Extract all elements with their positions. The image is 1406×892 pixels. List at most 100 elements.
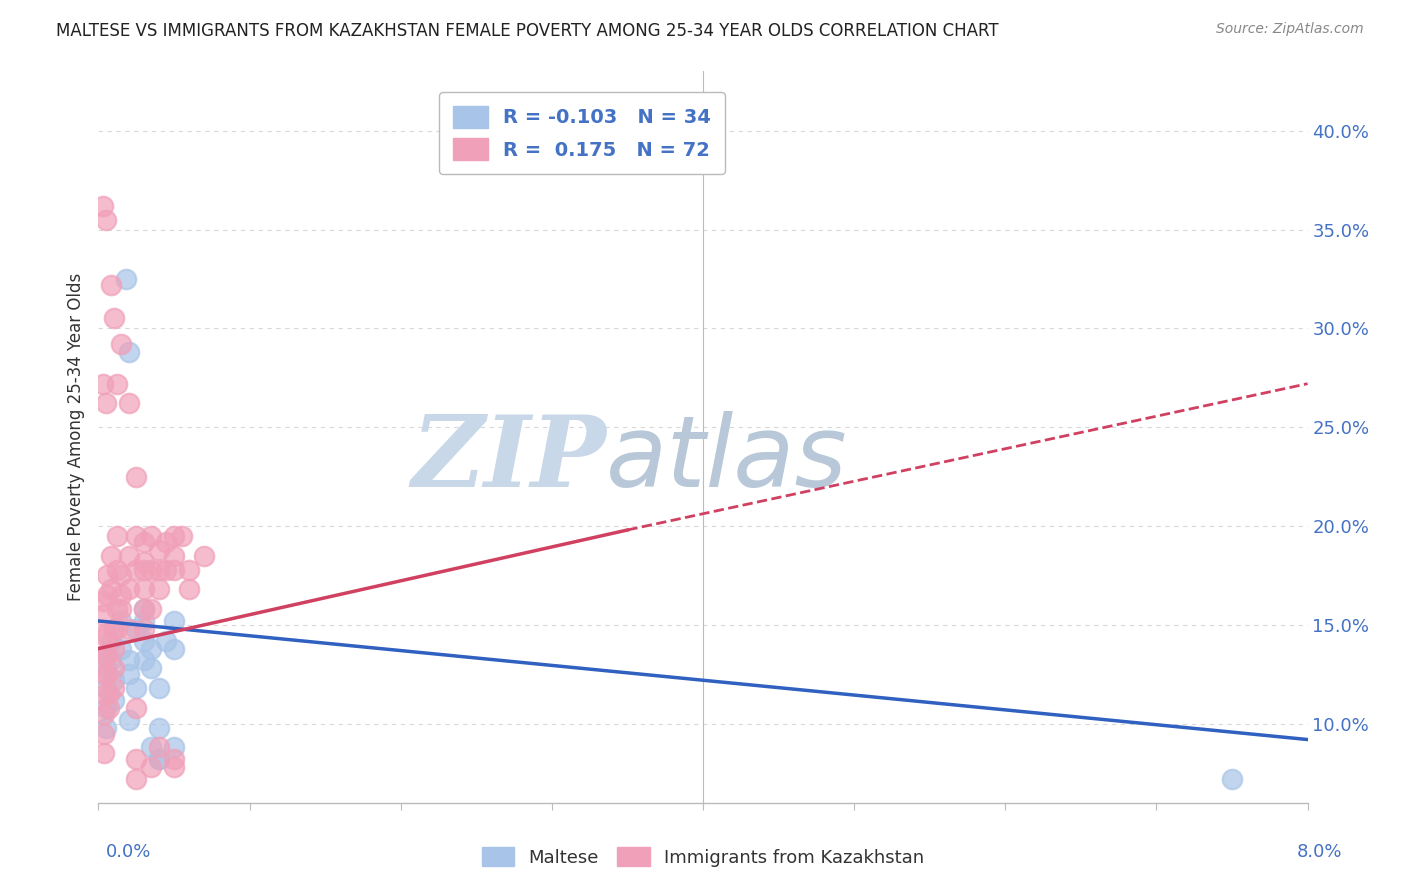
Point (163, 562, 186, 576)
Point (118, 622, 141, 636)
Point (118, 582, 141, 597)
Point (110, 588, 132, 602)
Point (132, 602, 155, 616)
Point (125, 529, 148, 543)
Point (94, 681, 117, 695)
Point (148, 681, 170, 695)
Point (141, 760, 163, 774)
Point (94, 661, 117, 675)
Point (105, 622, 128, 636)
Point (148, 542, 170, 557)
Point (118, 345, 141, 359)
Point (110, 337, 132, 351)
Point (125, 772, 148, 786)
Point (148, 740, 170, 755)
Point (163, 740, 186, 755)
Point (125, 562, 148, 576)
Point (103, 681, 125, 695)
Point (148, 562, 170, 576)
Point (91, 648, 114, 662)
Point (155, 633, 177, 648)
Point (163, 529, 186, 543)
Point (148, 721, 170, 735)
Point (170, 529, 193, 543)
Point (105, 529, 128, 543)
Point (94, 212, 117, 227)
Point (110, 568, 132, 582)
Text: ZIP: ZIP (412, 411, 606, 508)
Point (132, 602, 155, 616)
Point (125, 469, 148, 483)
Point (103, 311, 125, 326)
Point (103, 641, 125, 656)
Text: 0.0%: 0.0% (105, 843, 150, 861)
Point (103, 673, 125, 688)
Point (163, 641, 186, 656)
Point (110, 641, 132, 656)
Point (91, 199, 114, 213)
Point (91, 607, 114, 622)
Point (141, 529, 163, 543)
Point (132, 633, 155, 648)
Point (125, 752, 148, 766)
Point (96, 628, 118, 642)
Point (110, 602, 132, 616)
Point (105, 562, 128, 576)
Point (96, 588, 118, 602)
Point (118, 653, 141, 667)
Point (93, 747, 115, 761)
Point (163, 752, 186, 766)
Point (118, 713, 141, 727)
Point (100, 633, 122, 648)
Point (93, 667, 115, 681)
Point (93, 706, 115, 721)
Point (141, 661, 163, 675)
Point (98, 687, 121, 701)
Point (132, 555, 155, 569)
Point (103, 622, 125, 636)
Point (193, 549, 215, 563)
Legend: R = -0.103   N = 34, R =  0.175   N = 72: R = -0.103 N = 34, R = 0.175 N = 72 (439, 92, 725, 174)
Point (91, 594, 114, 608)
Point (100, 653, 122, 667)
Point (118, 396, 141, 410)
Point (132, 534, 155, 549)
Point (163, 614, 186, 628)
Point (155, 534, 177, 549)
Text: Source: ZipAtlas.com: Source: ZipAtlas.com (1216, 22, 1364, 37)
Point (141, 641, 163, 656)
Text: atlas: atlas (606, 410, 848, 508)
Point (125, 622, 148, 636)
Point (155, 562, 177, 576)
Point (98, 701, 121, 715)
Point (103, 693, 125, 707)
Point (91, 628, 114, 642)
Point (125, 681, 148, 695)
Point (105, 376, 128, 391)
Point (163, 549, 186, 563)
Point (94, 701, 117, 715)
Point (179, 582, 201, 597)
Point (163, 760, 186, 774)
Point (125, 701, 148, 715)
Point (179, 562, 201, 576)
Point (141, 562, 163, 576)
Point (96, 648, 118, 662)
Point (96, 568, 118, 582)
Point (118, 667, 141, 681)
Point (114, 272, 136, 286)
Point (132, 562, 155, 576)
Point (105, 602, 128, 616)
Point (132, 614, 155, 628)
Point (141, 602, 163, 616)
Point (91, 376, 114, 391)
Point (100, 582, 122, 597)
Y-axis label: Female Poverty Among 25-34 Year Olds: Female Poverty Among 25-34 Year Olds (66, 273, 84, 601)
Point (96, 667, 118, 681)
Point (148, 752, 170, 766)
Point (1220, 772, 1243, 786)
Point (148, 752, 170, 766)
Point (132, 622, 155, 636)
Point (94, 396, 117, 410)
Point (93, 687, 115, 701)
